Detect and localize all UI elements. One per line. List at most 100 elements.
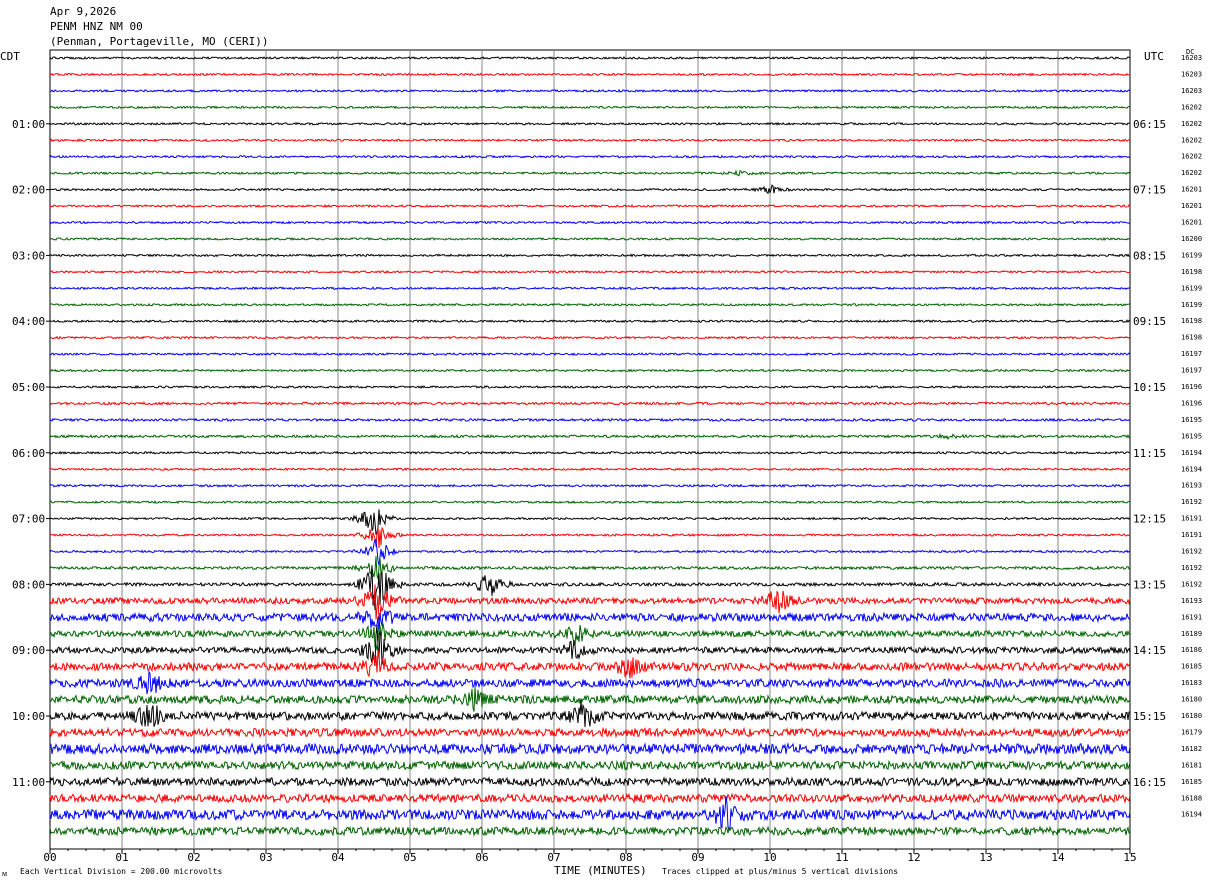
trace-row — [49, 483, 1131, 488]
x-tick-label: 09 — [691, 851, 704, 864]
trace-row — [49, 432, 1131, 441]
left-hour-label: 08:00 — [12, 578, 45, 591]
trace-row — [49, 417, 1131, 423]
trace-row — [49, 105, 1131, 110]
dc-offset-label: 16201 — [1181, 202, 1202, 210]
trace-row — [49, 319, 1131, 324]
date-label: Apr 9,2026 — [50, 5, 117, 18]
dc-offset-label: 16193 — [1181, 597, 1202, 605]
dc-offset-label: 16182 — [1181, 745, 1202, 753]
left-hour-label: 05:00 — [12, 381, 45, 394]
trace-row — [49, 368, 1131, 373]
left-hour-label: 02:00 — [12, 184, 45, 197]
dc-offset-label: 16180 — [1181, 712, 1202, 720]
right-hour-label: 15:15 — [1133, 710, 1166, 723]
trace-row — [49, 796, 1131, 832]
dc-offset-label: 16201 — [1181, 219, 1202, 227]
trace-row — [49, 742, 1131, 756]
right-hour-label: 09:15 — [1133, 315, 1166, 328]
trace-row — [49, 450, 1130, 455]
x-tick-label: 12 — [907, 851, 920, 864]
dc-offset-label: 16183 — [1181, 679, 1202, 687]
clip-note: Traces clipped at plus/minus 5 vertical … — [662, 867, 899, 876]
trace-row — [49, 154, 1131, 159]
dc-offset-label: 16191 — [1181, 515, 1202, 523]
dc-offset-label: 16203 — [1181, 87, 1202, 95]
right-hour-label: 10:15 — [1133, 381, 1166, 394]
dc-offset-label: 16192 — [1181, 548, 1202, 556]
dc-offset-label: 16192 — [1181, 580, 1202, 588]
right-hour-label: 14:15 — [1133, 644, 1166, 657]
trace-row — [49, 286, 1131, 291]
x-tick-label: 10 — [763, 851, 776, 864]
dc-offset-label: 16193 — [1181, 482, 1202, 490]
x-tick-label: 04 — [331, 851, 345, 864]
dc-offset-label: 16203 — [1181, 70, 1202, 78]
left-hour-label: 07:00 — [12, 513, 45, 526]
dc-offset-label: 16199 — [1181, 301, 1202, 309]
chart-header: Apr 9,2026 PENM HNZ NM 00 (Penman, Porta… — [50, 4, 269, 49]
left-hour-label: 03:00 — [12, 249, 45, 262]
left-hour-label: 04:00 — [12, 315, 45, 328]
trace-row — [49, 121, 1131, 126]
trace-row — [49, 538, 1131, 566]
x-tick-label: 13 — [979, 851, 992, 864]
scale-note: Each Vertical Division = 200.00 microvol… — [20, 867, 223, 876]
dc-offset-label: 16196 — [1181, 399, 1202, 407]
dc-offset-label: 16202 — [1181, 153, 1202, 161]
left-hour-label: 06:00 — [12, 447, 45, 460]
dc-offset-label: 16192 — [1181, 564, 1202, 572]
trace-row — [49, 467, 1131, 472]
trace-row — [49, 509, 1131, 535]
trace-row — [49, 623, 1131, 651]
station-label: PENM HNZ NM 00 — [50, 20, 143, 33]
right-hour-label: 08:15 — [1133, 249, 1166, 262]
x-tick-label: 14 — [1051, 851, 1065, 864]
trace-row — [49, 775, 1131, 788]
trace-row — [49, 700, 1131, 728]
right-hour-label: 07:15 — [1133, 184, 1166, 197]
dc-offset-label: 16194 — [1181, 465, 1202, 473]
trace-row — [49, 565, 1131, 611]
x-tick-label: 05 — [403, 851, 416, 864]
dc-offset-label: 16202 — [1181, 169, 1202, 177]
trace-row — [49, 500, 1131, 505]
x-tick-label: 00 — [43, 851, 56, 864]
x-axis-title: TIME (MINUTES) — [554, 864, 647, 877]
plot-frame — [49, 49, 1131, 850]
dc-offset-label: 16189 — [1181, 630, 1202, 638]
dc-offset-label: 16202 — [1181, 120, 1202, 128]
trace-row — [49, 88, 1131, 93]
x-tick-label: 07 — [547, 851, 560, 864]
dc-offset-label: 16185 — [1181, 663, 1202, 671]
dc-offset-label: 16181 — [1181, 761, 1202, 769]
trace-row — [49, 610, 1131, 635]
x-tick-label: 15 — [1123, 851, 1136, 864]
trace-row — [49, 686, 1131, 712]
trace-row — [50, 384, 1131, 390]
trace-row — [49, 169, 1131, 177]
trace-row — [49, 72, 1131, 77]
location-label: (Penman, Portageville, MO (CERI)) — [50, 35, 269, 48]
x-tick-label: 08 — [619, 851, 632, 864]
dc-offset-label: 16197 — [1181, 367, 1202, 375]
trace-row — [49, 584, 1131, 621]
trace-row — [49, 825, 1131, 837]
dc-offset-label: 16195 — [1181, 432, 1202, 440]
trace-row — [49, 253, 1131, 258]
trace-row — [49, 556, 1131, 580]
dc-offset-label: 16202 — [1181, 103, 1202, 111]
dc-offset-label: 16191 — [1181, 531, 1202, 539]
x-tick-label: 03 — [259, 851, 272, 864]
dc-offset-label: 16186 — [1181, 646, 1202, 654]
dc-offset-label: 16199 — [1181, 284, 1202, 292]
dc-offset-label: 16196 — [1181, 383, 1202, 391]
trace-row — [49, 669, 1131, 694]
dc-label: DC — [1186, 48, 1195, 56]
trace-row — [49, 526, 1130, 549]
right-hour-label: 11:15 — [1133, 447, 1166, 460]
trace-row — [49, 401, 1131, 406]
right-hour-label: 13:15 — [1133, 578, 1166, 591]
dc-offset-label: 16197 — [1181, 350, 1202, 358]
x-tick-label: 02 — [187, 851, 200, 864]
